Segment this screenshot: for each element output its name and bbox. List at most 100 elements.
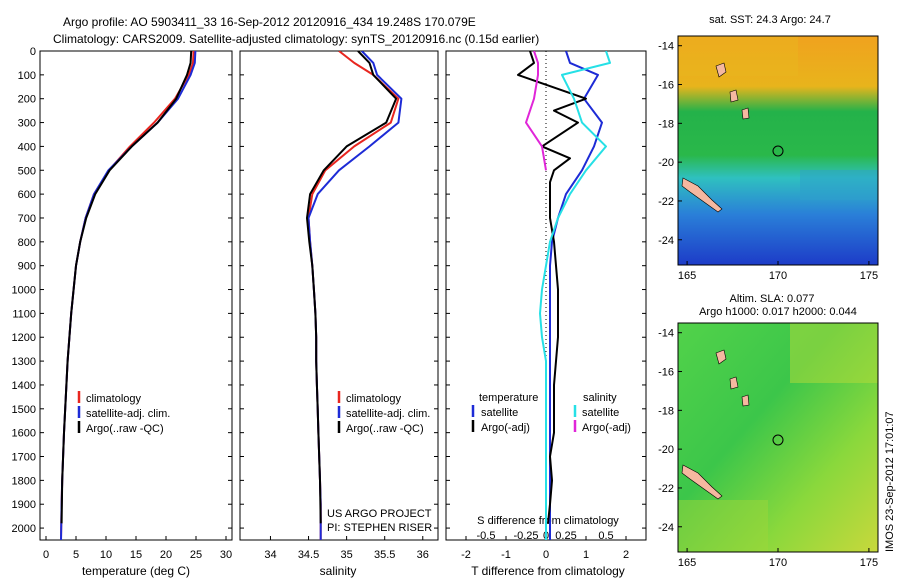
sla-map-title-1: Altim. SLA: 0.077 bbox=[730, 293, 815, 305]
temperature-series-2 bbox=[60, 51, 193, 524]
sla-yellow-patch bbox=[790, 323, 878, 383]
temperature-tick-label-0: 0 bbox=[43, 549, 49, 561]
sst-map-ytick-label-0: -14 bbox=[658, 41, 674, 53]
s-tick-label-0: -0.5 bbox=[477, 530, 496, 542]
difference-series-2 bbox=[539, 51, 611, 540]
sla-map-title-2: Argo h1000: 0.017 h2000: 0.044 bbox=[699, 306, 857, 318]
temperature-x-axis: 0 5 10 15 20 25 30 bbox=[43, 536, 232, 561]
salinity-legend-satellite: satellite-adj. clim. bbox=[346, 408, 430, 420]
salinity-tick-label-2: 35 bbox=[340, 549, 352, 561]
salinity-tick-label-3: 35.5 bbox=[374, 549, 395, 561]
difference-x-axis: -2 -1 0 1 2 bbox=[461, 536, 629, 561]
sla-map-xtick-label-0: 165 bbox=[678, 557, 696, 569]
depth-axis: 0 100 200 300 400 500 600 700 800 900 1000 1100 1200… bbox=[12, 46, 646, 535]
sst-map-ytick-label-4: -22 bbox=[658, 196, 674, 208]
sla-map-axes: 165 170 175 -14 -16 -18 -20 -22 -24 bbox=[658, 328, 878, 569]
difference-series-3 bbox=[525, 51, 547, 171]
header-line-1: Argo profile: AO 5903411_33 16-Sep-2012 … bbox=[63, 15, 476, 29]
depth-tick-label-0: 0 bbox=[30, 46, 36, 58]
salinity-tick-label-1: 34.5 bbox=[298, 549, 319, 561]
temperature-series-0 bbox=[60, 51, 195, 540]
temperature-tick-label-6: 30 bbox=[220, 549, 232, 561]
sst-map-ytick-label-5: -24 bbox=[658, 235, 674, 247]
depth-tick-label-16: 1600 bbox=[12, 428, 36, 440]
difference-legend: temperature satellite Argo(-adj) salinit… bbox=[471, 392, 631, 434]
temperature-legend-argo: Argo(..raw -QC) bbox=[86, 423, 164, 435]
project-label: US ARGO PROJECT bbox=[327, 508, 432, 520]
sla-map-xtick-label-1: 170 bbox=[769, 557, 787, 569]
sst-map-ytick-label-2: -18 bbox=[658, 118, 674, 130]
salinity-legend-argo: Argo(..raw -QC) bbox=[346, 423, 424, 435]
legend-sal-satellite: satellite bbox=[582, 407, 619, 419]
salinity-x-label: salinity bbox=[320, 564, 357, 578]
salinity-legend: climatology satellite-adj. clim. Argo(..… bbox=[337, 391, 430, 435]
sla-map-ytick-label-4: -22 bbox=[658, 483, 674, 495]
difference-tick-label-2: 0 bbox=[543, 549, 549, 561]
header-line-2: Climatology: CARS2009. Satellite-adjuste… bbox=[53, 32, 539, 46]
depth-tick-label-11: 1100 bbox=[12, 308, 36, 320]
salinity-series-group bbox=[306, 51, 403, 540]
depth-tick-label-3: 300 bbox=[18, 118, 36, 130]
pi-label: PI: STEPHEN RISER bbox=[327, 522, 432, 534]
sla-map bbox=[677, 322, 879, 553]
difference-tick-label-4: 2 bbox=[623, 549, 629, 561]
temperature-tick-label-4: 20 bbox=[160, 549, 172, 561]
temperature-series-1 bbox=[60, 51, 197, 540]
sla-map-ytick-label-2: -18 bbox=[658, 405, 674, 417]
vanuatu-island-bottom-2 bbox=[729, 376, 739, 390]
vanuatu-island-bottom-1 bbox=[715, 349, 727, 365]
sst-map-title: sat. SST: 24.3 Argo: 24.7 bbox=[709, 14, 831, 26]
legend-temp-satellite: satellite bbox=[481, 407, 518, 419]
vanuatu-island-top-1 bbox=[715, 62, 727, 78]
sla-yellow-patch-2 bbox=[678, 500, 768, 552]
difference-tick-label-1: -1 bbox=[501, 549, 511, 561]
salinity-tick-label-4: 36 bbox=[417, 549, 429, 561]
depth-tick-label-13: 1300 bbox=[12, 356, 36, 368]
salinity-x-axis: 34 34.5 35 35.5 36 bbox=[264, 536, 429, 561]
salinity-series-2 bbox=[306, 51, 398, 524]
legend-sal-argo: Argo(-adj) bbox=[582, 422, 631, 434]
argo-location-marker-bottom bbox=[772, 434, 784, 446]
sst-map-ytick-label-3: -20 bbox=[658, 157, 674, 169]
depth-tick-label-5: 500 bbox=[18, 165, 36, 177]
depth-tick-label-19: 1900 bbox=[12, 499, 36, 511]
vanuatu-island-bottom-3 bbox=[741, 394, 750, 407]
depth-tick-label-15: 1500 bbox=[12, 404, 36, 416]
salinity-panel-frame bbox=[239, 50, 439, 541]
new-caledonia-island-top bbox=[681, 177, 723, 213]
depth-tick-label-2: 200 bbox=[18, 94, 36, 106]
salinity-legend-climatology: climatology bbox=[346, 393, 402, 405]
legend-temp-argo: Argo(-adj) bbox=[481, 422, 530, 434]
sla-map-xtick-label-2: 175 bbox=[860, 557, 878, 569]
vanuatu-island-top-3 bbox=[741, 107, 750, 120]
difference-series-group bbox=[517, 51, 611, 540]
depth-tick-label-12: 1200 bbox=[12, 332, 36, 344]
salinity-tick-label-0: 34 bbox=[264, 549, 276, 561]
temperature-legend: climatology satellite-adj. clim. Argo(..… bbox=[77, 391, 170, 435]
depth-tick-label-17: 1700 bbox=[12, 452, 36, 464]
s-tick-label-3: 0.25 bbox=[555, 530, 576, 542]
new-caledonia-island-bottom bbox=[681, 464, 723, 500]
temperature-legend-satellite: satellite-adj. clim. bbox=[86, 408, 170, 420]
difference-series-1 bbox=[517, 51, 587, 524]
sst-map-axes: 165 170 175 -14 -16 -18 -20 -22 -24 bbox=[658, 41, 878, 282]
difference-tick-label-3: 1 bbox=[583, 549, 589, 561]
imos-timestamp-label: IMOS 23-Sep-2012 17:01:07 bbox=[884, 411, 896, 552]
sst-map-xtick-label-2: 175 bbox=[860, 270, 878, 282]
temperature-tick-label-5: 25 bbox=[190, 549, 202, 561]
sla-map-ytick-label-3: -20 bbox=[658, 444, 674, 456]
sst-cool-patch bbox=[800, 170, 878, 200]
difference-tick-label-0: -2 bbox=[461, 549, 471, 561]
sst-map-xtick-label-1: 170 bbox=[769, 270, 787, 282]
sst-warm-patch bbox=[678, 36, 798, 76]
sla-map-ytick-label-0: -14 bbox=[658, 328, 674, 340]
depth-tick-label-4: 400 bbox=[18, 141, 36, 153]
depth-tick-label-7: 700 bbox=[18, 213, 36, 225]
temperature-series-group bbox=[60, 51, 197, 540]
difference-s-axis: -0.5-0.2500.250.5 bbox=[477, 530, 614, 542]
difference-series-0 bbox=[549, 51, 603, 540]
legend-temperature-heading: temperature bbox=[479, 392, 538, 404]
legend-salinity-heading: salinity bbox=[583, 392, 617, 404]
depth-tick-label-8: 800 bbox=[18, 237, 36, 249]
